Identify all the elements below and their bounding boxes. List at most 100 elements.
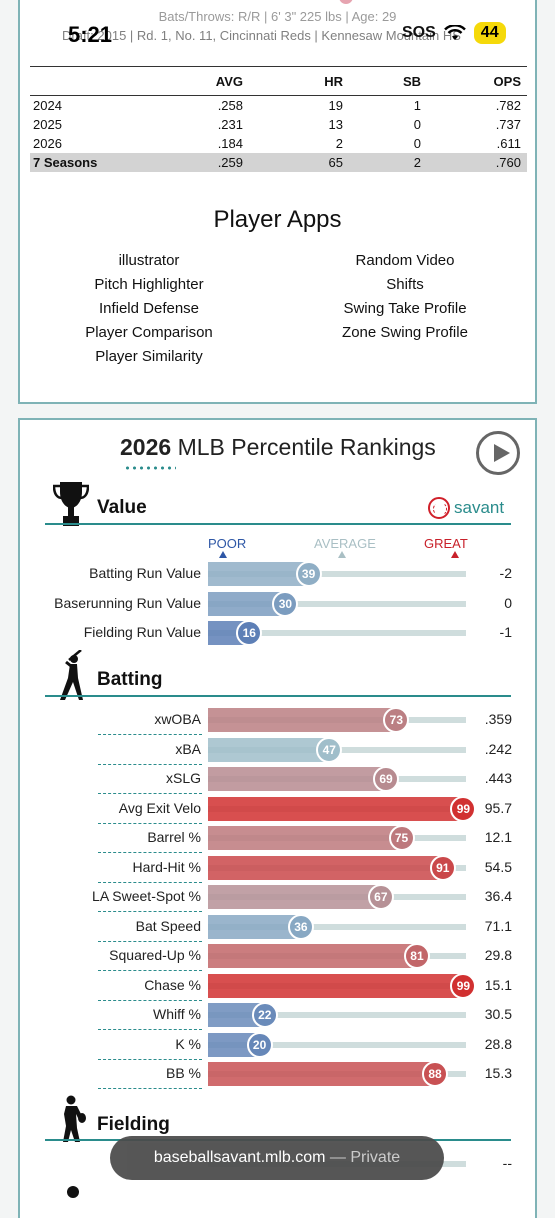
table-cell: 2024 [33,98,62,114]
percentile-value-badge[interactable]: 73 [383,707,410,733]
metric-value: .242 [484,740,512,757]
stats-header: HR [249,66,349,96]
player-bio-line1: Bats/Throws: R/R | 6' 3" 225 lbs | Age: … [158,9,397,24]
app-link-random-video[interactable]: Random Video [355,252,455,269]
table-cell: .782 [495,98,521,114]
metric-row-divider [98,1058,202,1060]
table-cell: 65 [249,152,349,172]
percentile-bar-track [208,1041,466,1048]
percentile-bar-fill [208,796,464,821]
trophy-icon [53,482,89,526]
percentile-bar-fill [208,1062,436,1086]
table-cell: .184 [217,136,243,151]
metric-value: -2 [499,565,512,581]
metric-row-divider [98,734,202,735]
table-cell: 2025 [33,117,62,132]
metric-label: xwOBA [154,711,201,727]
metric-value: 12.1 [484,829,512,845]
percentile-value-badge[interactable]: 81 [403,943,430,969]
scale-average-marker-icon [338,551,346,558]
play-button[interactable] [476,431,520,475]
percentile-bar-fill [208,737,330,762]
percentile-value-badge[interactable]: 91 [429,854,456,881]
percentile-bar-track [208,923,466,930]
table-cell: 0 [413,136,421,151]
percentile-bar-fill [208,914,301,939]
metric-value: 15.1 [484,976,512,993]
percentile-value-badge[interactable]: 99 [450,795,477,822]
section-title-batting: Batting [97,669,163,690]
metric-value: 30.5 [484,1006,512,1022]
percentile-value-badge[interactable]: 88 [422,1061,449,1087]
metric-value: 71.1 [484,917,512,934]
metric-label: Barrel % [147,829,201,845]
app-link-zone-swing-profile[interactable]: Zone Swing Profile [342,324,468,341]
percentile-bar-fill [208,885,381,909]
percentile-value-badge[interactable]: 67 [367,884,394,910]
percentile-value-badge[interactable]: 16 [236,620,263,647]
next-section-icon [67,1186,79,1198]
app-link-shifts[interactable]: Shifts [386,276,424,293]
metric-value: -1 [499,624,512,641]
metric-label: xBA [175,740,201,757]
percentile-value-badge[interactable]: 69 [373,766,400,792]
percentile-bar-fill [208,944,417,968]
metric-row-divider [98,911,202,912]
percentile-value-badge[interactable]: 30 [272,590,299,617]
percentile-value-badge[interactable]: 99 [450,972,477,999]
batter-icon [60,650,83,700]
metric-row-divider [98,1029,202,1030]
percentile-value-badge[interactable]: 36 [287,913,314,940]
table-cell: 2 [335,136,343,151]
metric-row-divider [98,793,202,794]
table-cell: 7 Seasons [30,152,174,172]
metric-value: .359 [484,711,512,727]
browser-url-bar[interactable]: baseballsavant.mlb.com — Private [110,1136,444,1180]
wifi-icon [443,25,466,40]
metric-row-divider [98,763,202,765]
metric-label: Whiff % [153,1006,201,1022]
percentile-value-badge[interactable]: 20 [246,1031,273,1058]
player-bio-line2: Draft: 2015 | Rd. 1, No. 11, Cincinnati … [62,28,461,43]
percentile-bar-track [208,600,466,607]
metric-label: K % [175,1035,201,1052]
metric-value: .443 [484,770,512,786]
table-cell: .760 [427,152,527,172]
metric-row-divider [98,852,202,853]
app-link-pitch-highlighter[interactable]: Pitch Highlighter [94,276,204,293]
player-photo-edge [339,0,353,4]
percentile-title-year: 2026 [120,434,172,460]
percentile-title-text: MLB Percentile Rankings [177,434,436,460]
stats-header: AVG [174,66,249,96]
app-link-player-comparison[interactable]: Player Comparison [85,324,213,341]
percentile-value-badge[interactable]: 75 [388,825,415,851]
metric-label: Chase % [144,976,201,993]
metric-row-divider [98,822,202,824]
percentile-bar-track [208,571,466,577]
percentile-value-badge[interactable]: 22 [251,1002,278,1028]
status-time: 5:21 [68,22,113,47]
app-link-player-similarity[interactable]: Player Similarity [95,348,203,365]
metric-value: 15.3 [484,1065,512,1081]
app-link-illustrator[interactable]: illustrator [118,252,180,269]
private-mode-label: — Private [329,1149,401,1166]
metric-label: BB % [165,1065,201,1081]
table-total-row: 7 Seasons .259 65 2 .760 [30,152,527,172]
app-link-swing-take-profile[interactable]: Swing Take Profile [343,300,467,317]
metric-value: 36.4 [484,888,512,904]
percentile-value-badge[interactable]: 39 [295,561,322,587]
metric-row-divider [98,940,202,942]
table-cell: 2026 [33,136,62,151]
metric-row-divider [98,881,202,883]
percentile-value-badge[interactable]: 47 [316,736,343,763]
table-cell: 0 [413,117,421,132]
fielder-icon [63,1095,86,1142]
table-cell: .258 [217,98,243,114]
metric-label: Baserunning Run Value [54,594,201,611]
table-cell: .737 [495,117,521,132]
metric-value: 28.8 [484,1035,512,1052]
app-link-infield-defense[interactable]: Infield Defense [98,300,200,317]
percentile-bar-fill [208,973,464,998]
scale-poor-marker-icon [219,551,227,558]
percentile-bar-track [208,1012,466,1018]
